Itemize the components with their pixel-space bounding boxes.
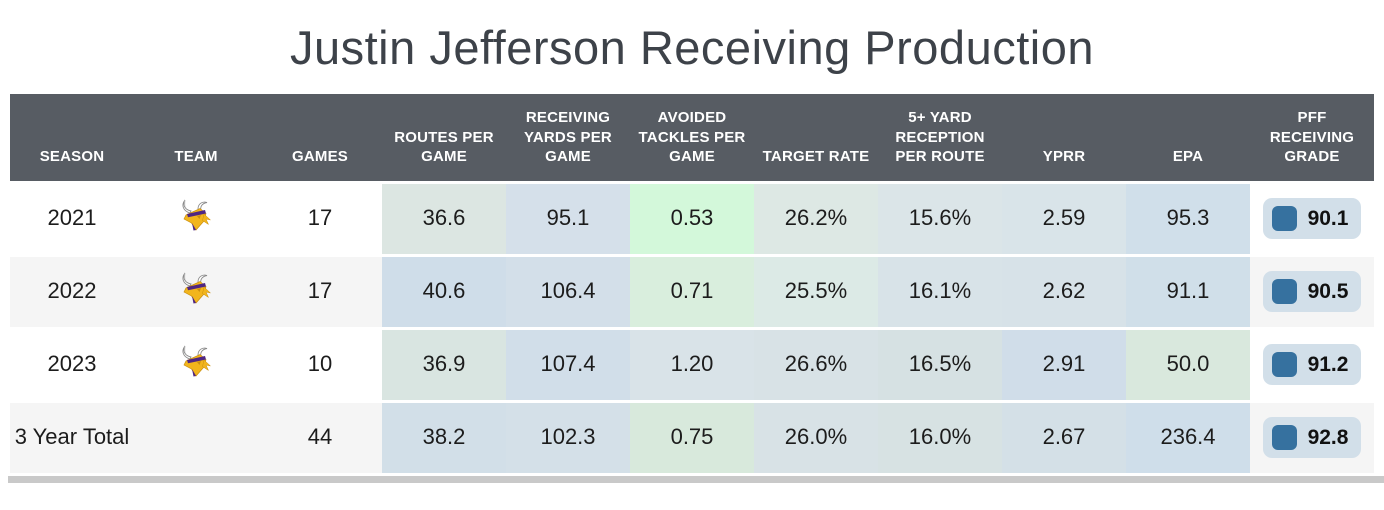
stat-cell: 0.53 [630,183,754,254]
team-cell [134,329,258,400]
page-title: Justin Jefferson Receiving Production [289,21,1094,74]
pff-grade-badge: 91.2 [1262,343,1362,386]
grade-color-square-icon [1271,424,1297,450]
stat-cell: 16.5% [878,329,1002,400]
stat-cell: 2.91 [1002,329,1126,400]
table-row: 2021 17 36.6 95.1 0.53 26.2% 15.6% 2.59 95.3 90.… [10,183,1374,254]
column-header-3: GAMES [258,94,382,181]
games-cell: 44 [258,402,382,473]
team-cell [134,183,258,254]
season-cell: 2022 [10,256,134,327]
column-header-4: ROUTES PER GAME [382,94,506,181]
column-header-10: EPA [1126,94,1250,181]
pff-grade-badge: 90.1 [1262,197,1362,240]
stat-cell: 40.6 [382,256,506,327]
season-cell: 2023 [10,329,134,400]
stat-cell: 0.71 [630,256,754,327]
grade-cell: 90.1 [1250,183,1374,254]
grade-cell: 90.5 [1250,256,1374,327]
stat-cell: 15.6% [878,183,1002,254]
horizontal-scrollbar[interactable] [8,475,1384,483]
stat-cell: 38.2 [382,402,506,473]
grade-value: 91.2 [1307,352,1349,376]
vikings-logo-icon [182,199,212,231]
column-header-11: PFF RECEIVING GRADE [1250,94,1374,181]
receiving-production-table: SEASON TEAM GAMES ROUTES PER GAME RECEIVING … [10,91,1374,476]
stat-cell: 107.4 [506,329,630,400]
column-header-2: TEAM [134,94,258,181]
stat-cell: 36.9 [382,329,506,400]
column-header-9: YPRR [1002,94,1126,181]
team-cell [134,256,258,327]
table-row: 2022 17 40.6 106.4 0.71 25.5% 16.1% 2.62 91.1 90… [10,256,1374,327]
stat-cell: 0.75 [630,402,754,473]
games-cell: 17 [258,256,382,327]
grade-value: 92.8 [1307,425,1349,449]
stat-cell: 50.0 [1126,329,1250,400]
grade-cell: 91.2 [1250,329,1374,400]
stat-cell: 36.6 [382,183,506,254]
table-row: 3 Year Total 44 38.2 102.3 0.75 26.0% 16.0% 2.6… [10,402,1374,473]
vikings-logo-icon [182,272,212,304]
stat-cell: 26.6% [754,329,878,400]
pff-grade-badge: 92.8 [1262,416,1362,459]
grade-color-square-icon [1271,278,1297,304]
table-body: 2021 17 36.6 95.1 0.53 26.2% 15.6% 2.59 95.3 90.… [10,183,1374,473]
grade-value: 90.5 [1307,279,1349,303]
stat-cell: 1.20 [630,329,754,400]
stat-cell: 236.4 [1126,402,1250,473]
stat-cell: 2.59 [1002,183,1126,254]
stat-cell: 91.1 [1126,256,1250,327]
stat-cell: 95.1 [506,183,630,254]
stat-cell: 2.62 [1002,256,1126,327]
grade-value: 90.1 [1307,206,1349,230]
column-header-5: RECEIVING YARDS PER GAME [506,94,630,181]
column-header-8: 5+ YARD RECEPTION PER ROUTE [878,94,1002,181]
header-row: SEASON TEAM GAMES ROUTES PER GAME RECEIVING … [10,94,1374,181]
stat-cell: 106.4 [506,256,630,327]
games-cell: 17 [258,183,382,254]
stat-cell: 25.5% [754,256,878,327]
stat-cell: 2.67 [1002,402,1126,473]
table-row: 2023 10 36.9 107.4 1.20 26.6% 16.5% 2.91 50.0 91… [10,329,1374,400]
games-cell: 10 [258,329,382,400]
stat-cell: 102.3 [506,402,630,473]
column-header-1: SEASON [10,94,134,181]
pff-grade-badge: 90.5 [1262,270,1362,313]
grade-cell: 92.8 [1250,402,1374,473]
stat-cell: 16.0% [878,402,1002,473]
stat-cell: 26.2% [754,183,878,254]
vikings-logo-icon [182,345,212,377]
team-cell [134,402,258,473]
season-cell: 3 Year Total [10,402,134,473]
stat-cell: 26.0% [754,402,878,473]
column-header-6: AVOIDED TACKLES PER GAME [630,94,754,181]
column-header-7: TARGET RATE [754,94,878,181]
stat-cell: 95.3 [1126,183,1250,254]
stat-cell: 16.1% [878,256,1002,327]
season-cell: 2021 [10,183,134,254]
grade-color-square-icon [1271,205,1297,231]
grade-color-square-icon [1271,351,1297,377]
